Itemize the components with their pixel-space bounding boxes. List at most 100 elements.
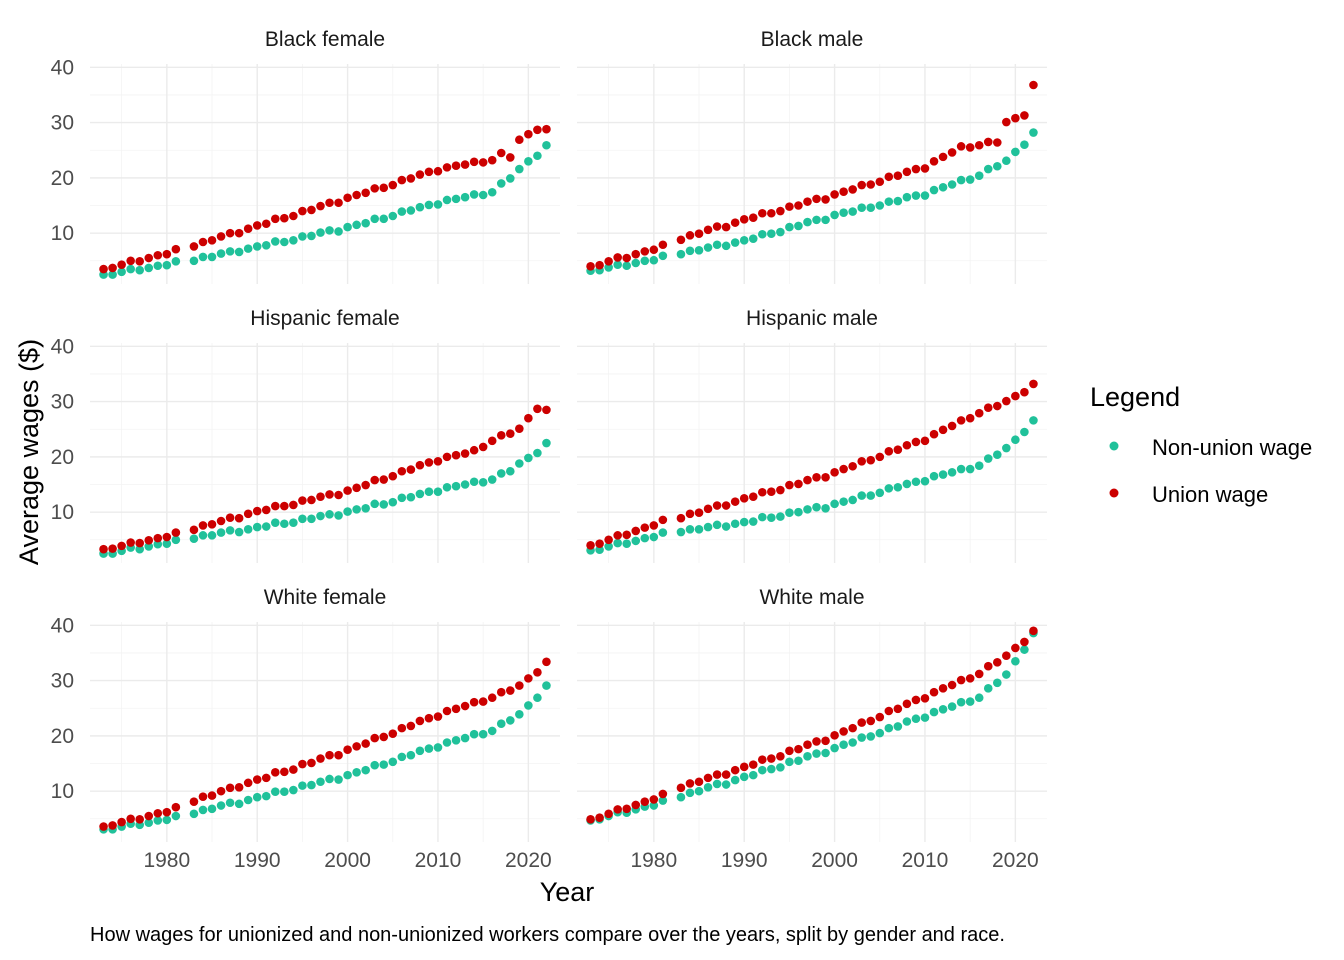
point-union [460,701,470,711]
point-union [1011,113,1020,123]
point-non-union [307,780,316,790]
point-non-union [983,164,993,174]
point-non-union [496,179,506,188]
point-union [875,712,885,722]
point-non-union [785,508,794,517]
point-non-union [830,210,839,220]
facet-hispanic-male: Hispanic male [577,307,1047,563]
point-non-union [1029,128,1038,137]
point-union [261,219,271,229]
y-tick-label: 10 [51,780,74,803]
point-non-union [442,482,452,492]
point-non-union [721,522,731,531]
point-union [631,249,641,259]
point-union [712,770,722,779]
point-non-union [785,222,794,232]
point-non-union [676,249,686,259]
point-non-union [325,510,334,519]
point-union [117,817,126,827]
point-non-union [252,792,262,802]
point-non-union [830,499,839,509]
point-non-union [893,722,903,731]
point-non-union [524,156,533,166]
point-union [721,222,731,232]
point-non-union [947,180,957,189]
point-union [658,240,668,250]
point-union [433,166,443,176]
point-union [388,180,398,190]
point-union [234,513,244,523]
point-union [198,792,208,801]
point-non-union [298,514,307,524]
point-union [992,138,1002,147]
point-union [478,442,488,452]
point-non-union [739,517,749,527]
point-union [920,436,930,446]
point-non-union [857,491,867,500]
facet-white-female: White female 10 20 30 40 1980 1990 2000 2010 2020 [51,586,560,872]
point-non-union [983,684,993,693]
point-union [965,413,975,423]
point-non-union [965,697,975,706]
point-union [748,492,758,501]
facet-hispanic-female: Hispanic female 10 20 30 40 [51,307,560,563]
point-non-union [316,228,325,237]
point-non-union [649,532,659,542]
point-non-union [694,524,704,534]
point-union [487,155,497,165]
legend-label-union: Union wage [1152,482,1268,507]
point-non-union [712,240,722,250]
point-union [830,190,839,199]
point-union [135,538,145,548]
point-union [505,429,515,438]
point-union [785,480,794,490]
point-non-union [189,809,199,819]
point-union [685,509,695,519]
point-union [902,699,912,709]
chart-caption: How wages for unionized and non-unionize… [90,924,1005,946]
point-union [126,538,135,547]
point-non-union [225,247,235,256]
point-union [117,260,126,269]
point-non-union [821,748,830,758]
point-union [649,795,659,804]
point-union [207,236,217,245]
point-non-union [640,256,650,266]
point-union [280,767,289,777]
point-non-union [261,791,271,801]
point-non-union [848,495,857,505]
point-non-union [252,522,262,532]
point-non-union [316,511,325,521]
point-union [703,504,713,514]
point-non-union [947,702,957,711]
point-non-union [379,500,389,509]
point-union [126,256,135,266]
point-non-union [875,728,885,738]
point-union [99,544,108,554]
legend-swatch-union [1109,488,1119,498]
point-non-union [830,743,839,753]
facet-title: White male [759,586,864,609]
point-union [730,765,740,775]
point-non-union [460,733,470,743]
point-union [866,180,876,189]
point-union [1020,637,1029,647]
point-non-union [974,171,984,180]
point-non-union [325,774,334,784]
point-union [352,483,361,493]
point-union [424,458,434,467]
point-union [785,746,794,756]
point-non-union [469,477,479,487]
point-non-union [334,511,343,520]
point-union [776,752,785,761]
y-tick-label: 30 [51,112,74,135]
point-non-union [442,738,452,747]
point-non-union [361,218,370,228]
x-tick-label: 1980 [143,849,190,872]
point-union [144,536,154,545]
point-union [162,807,172,817]
point-union [920,693,930,703]
point-union [108,544,117,553]
point-non-union [433,487,443,496]
point-union [451,704,461,714]
